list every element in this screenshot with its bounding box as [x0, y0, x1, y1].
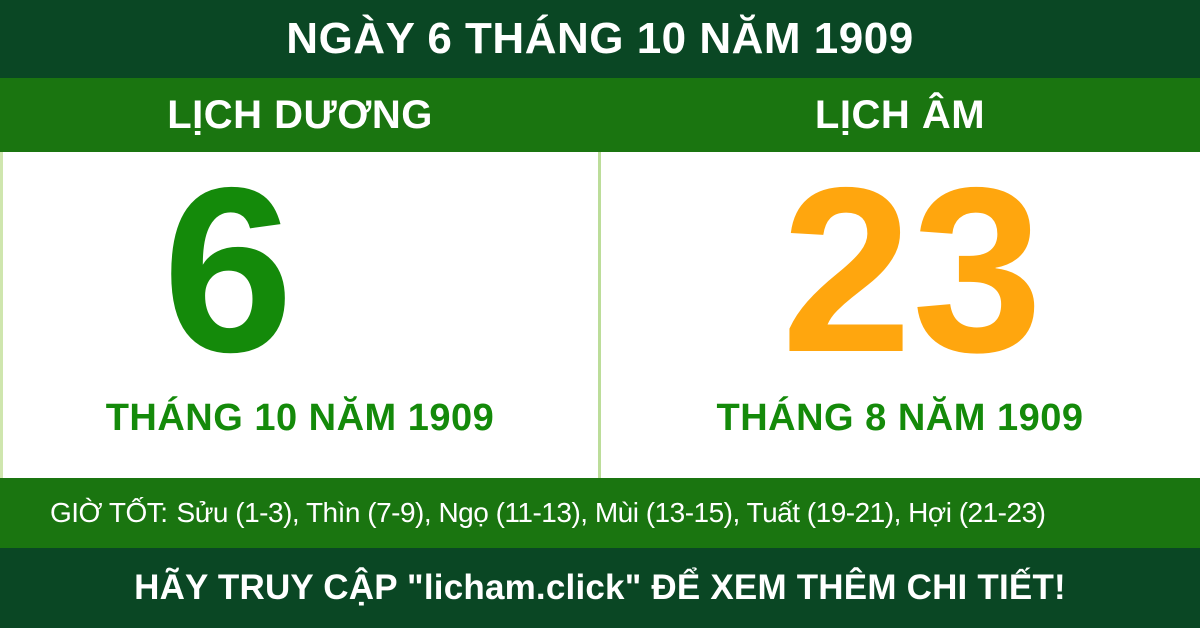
- footer-bar: HÃY TRUY CẬP "licham.click" ĐỂ XEM THÊM …: [0, 548, 1200, 628]
- calendar-panel: 6 THÁNG 10 NĂM 1909 23 THÁNG 8 NĂM 1909: [0, 152, 1200, 478]
- panel-left-edge: [0, 152, 3, 478]
- page-title: NGÀY 6 THÁNG 10 NĂM 1909: [286, 14, 914, 63]
- good-hours-list: Sửu (1-3), Thìn (7-9), Ngọ (11-13), Mùi …: [176, 497, 1046, 528]
- solar-column: 6 THÁNG 10 NĂM 1909: [0, 152, 600, 478]
- header-bar: NGÀY 6 THÁNG 10 NĂM 1909: [0, 0, 1200, 78]
- solar-month-year: THÁNG 10 NĂM 1909: [105, 397, 495, 439]
- good-hours-bar: GIỜ TỐT: Sửu (1-3), Thìn (7-9), Ngọ (11-…: [0, 478, 1200, 548]
- lunar-month-year: THÁNG 8 NĂM 1909: [716, 397, 1084, 439]
- lunar-calendar-label: LỊCH ÂM: [814, 92, 986, 137]
- good-hours-label: GIỜ TỐT:: [50, 497, 168, 528]
- calendar-labels-bar: LỊCH DƯƠNG LỊCH ÂM: [0, 78, 1200, 152]
- footer-cta: HÃY TRUY CẬP "licham.click" ĐỂ XEM THÊM …: [134, 568, 1066, 607]
- solar-calendar-label: LỊCH DƯƠNG: [167, 92, 433, 137]
- lunar-column: 23 THÁNG 8 NĂM 1909: [600, 152, 1200, 478]
- lunar-day-number: 23: [781, 138, 1043, 401]
- solar-day-number: 6: [162, 138, 294, 401]
- column-divider: [598, 152, 601, 478]
